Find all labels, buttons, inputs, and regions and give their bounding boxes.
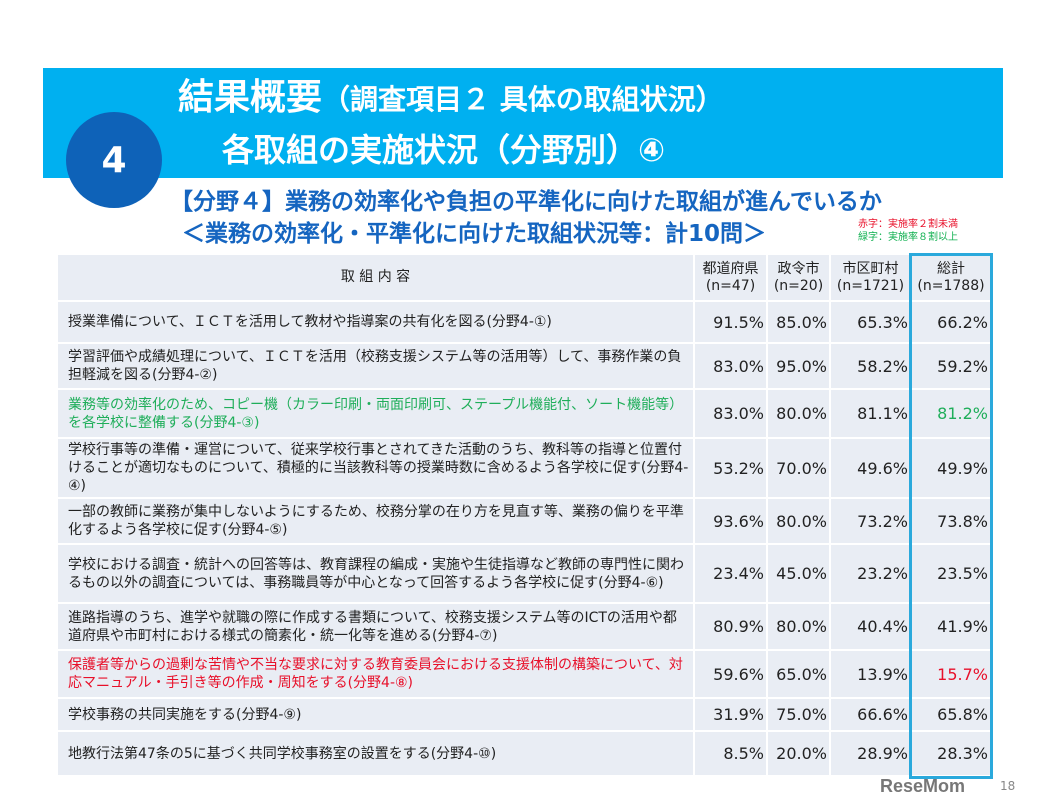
value-cell: 8.5% [693, 730, 768, 777]
value-cell: 59.6% [693, 649, 768, 699]
item-description: 学校における調査・統計への回答等は、教育課程の編成・実施や生徒指導など教師の専門… [56, 543, 695, 604]
section-heading: 【分野４】業務の効率化や負担の平準化に向けた取組が進んでいるか [170, 189, 882, 215]
table-row: 学校行事等の準備・運営について、従来学校行事とされてきた活動のうち、教科等の指導… [56, 437, 992, 499]
value-cell: 28.3% [910, 730, 992, 777]
header-row: 取 組 内 容都道府県 (n=47) 政令市 (n=20) 市区町村 (n=1721… [56, 253, 992, 302]
value-cell: 66.6% [829, 697, 912, 732]
value-cell: 73.2% [829, 497, 912, 545]
page-title: 結果概要（調査項目２ 具体の取組状況） [178, 76, 724, 122]
value-cell: 65.3% [829, 300, 912, 344]
legend-green: 緑字：実施率８割以上 [858, 232, 958, 243]
table-row: 地教行法第47条の5に基づく共同学校事務室の設置をする(分野4-⑩) 8.5% 20… [56, 730, 992, 777]
value-cell: 81.1% [829, 388, 912, 439]
section-badge: 4 [66, 112, 162, 208]
table-row: 学習評価や成績処理について、ＩＣＴを活用（校務支援システム等の活用等）して、事務… [56, 342, 992, 390]
value-cell: 49.9% [910, 437, 992, 499]
item-description: 学校行事等の準備・運営について、従来学校行事とされてきた活動のうち、教科等の指導… [56, 437, 695, 499]
value-cell: 80.0% [766, 497, 831, 545]
value-cell: 23.4% [693, 543, 768, 604]
table-row: 進路指導のうち、進学や就職の際に作成する書類について、校務支援システム等のICT… [56, 602, 992, 651]
value-cell: 73.8% [910, 497, 992, 545]
value-cell: 13.9% [829, 649, 912, 699]
value-cell: 40.4% [829, 602, 912, 651]
page-title-main: 結果概要 [178, 77, 323, 118]
value-cell: 53.2% [693, 437, 768, 499]
page-number: 18 [1000, 779, 1016, 793]
value-cell: 28.9% [829, 730, 912, 777]
value-cell: 66.2% [910, 300, 992, 344]
item-description: 進路指導のうち、進学や就職の際に作成する書類について、校務支援システム等のICT… [56, 602, 695, 651]
column-header: 政令市 (n=20) [766, 253, 831, 302]
value-cell: 80.0% [766, 388, 831, 439]
table-row: 授業準備について、ＩＣＴを活用して教材や指導案の共有化を図る(分野4-①) 91.… [56, 300, 992, 344]
value-cell: 49.6% [829, 437, 912, 499]
results-table: 取 組 内 容都道府県 (n=47) 政令市 (n=20) 市区町村 (n=1721… [56, 253, 992, 777]
value-cell: 45.0% [766, 543, 831, 604]
value-cell: 20.0% [766, 730, 831, 777]
item-description: 学習評価や成績処理について、ＩＣＴを活用（校務支援システム等の活用等）して、事務… [56, 342, 695, 390]
value-cell: 70.0% [766, 437, 831, 499]
value-cell: 41.9% [910, 602, 992, 651]
column-header: 取 組 内 容 [56, 253, 695, 302]
column-header: 市区町村 (n=1721) [829, 253, 912, 302]
table-row: 業務等の効率化のため、コピー機（カラー印刷・両面印刷可、ステープル機能付、ソート… [56, 388, 992, 439]
column-header: 総計 (n=1788) [910, 253, 992, 302]
value-cell: 65.8% [910, 697, 992, 732]
value-cell: 59.2% [910, 342, 992, 390]
value-cell: 91.5% [693, 300, 768, 344]
value-cell: 75.0% [766, 697, 831, 732]
value-cell: 58.2% [829, 342, 912, 390]
value-cell: 81.2% [910, 388, 992, 439]
item-description: 保護者等からの過剰な苦情や不当な要求に対する教育委員会における支援体制の構築につ… [56, 649, 695, 699]
item-description: 業務等の効率化のため、コピー機（カラー印刷・両面印刷可、ステープル機能付、ソート… [56, 388, 695, 439]
value-cell: 95.0% [766, 342, 831, 390]
item-description: 授業準備について、ＩＣＴを活用して教材や指導案の共有化を図る(分野4-①) [56, 300, 695, 344]
value-cell: 83.0% [693, 342, 768, 390]
value-cell: 83.0% [693, 388, 768, 439]
item-description: 学校事務の共同実施をする(分野4-⑨) [56, 697, 695, 732]
table-row: 一部の教師に業務が集中しないようにするため、校務分掌の在り方を見直す等、業務の偏… [56, 497, 992, 545]
value-cell: 80.9% [693, 602, 768, 651]
value-cell: 85.0% [766, 300, 831, 344]
value-cell: 93.6% [693, 497, 768, 545]
page-title-paren: （調査項目２ 具体の取組状況） [322, 83, 724, 116]
item-description: 一部の教師に業務が集中しないようにするため、校務分掌の在り方を見直す等、業務の偏… [56, 497, 695, 545]
section-subheading: ＜業務の効率化・平準化に向けた取組状況等：計10問＞ [182, 221, 767, 247]
value-cell: 23.5% [910, 543, 992, 604]
table-row: 学校における調査・統計への回答等は、教育課程の編成・実施や生徒指導など教師の専門… [56, 543, 992, 604]
value-cell: 23.2% [829, 543, 912, 604]
value-cell: 15.7% [910, 649, 992, 699]
value-cell: 65.0% [766, 649, 831, 699]
legend-red: 赤字：実施率２割未満 [858, 219, 958, 230]
logo: ReseMom [880, 776, 966, 796]
column-header: 都道府県 (n=47) [693, 253, 768, 302]
page-title-line2: 各取組の実施状況（分野別）④ [222, 131, 666, 169]
table-row: 保護者等からの過剰な苦情や不当な要求に対する教育委員会における支援体制の構築につ… [56, 649, 992, 699]
color-legend: 赤字：実施率２割未満 緑字：実施率８割以上 [858, 218, 958, 244]
title-banner [43, 68, 1003, 178]
value-cell: 80.0% [766, 602, 831, 651]
table-row: 学校事務の共同実施をする(分野4-⑨) 31.9% 75.0% 66.6% 65.8% [56, 697, 992, 732]
value-cell: 31.9% [693, 697, 768, 732]
item-description: 地教行法第47条の5に基づく共同学校事務室の設置をする(分野4-⑩) [56, 730, 695, 777]
